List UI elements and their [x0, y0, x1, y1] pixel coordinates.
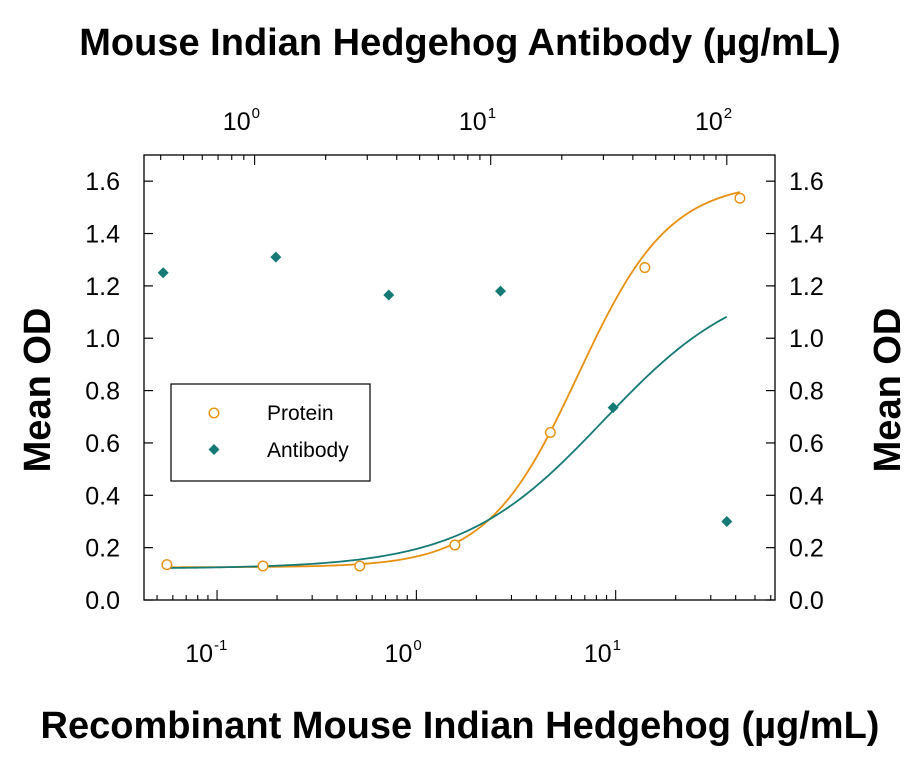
- legend-antibody-label: Antibody: [267, 439, 349, 462]
- y-tick-label-left: 0.6: [85, 430, 120, 458]
- y-tick-label-left: 1.6: [85, 168, 120, 196]
- y-tick-label-right: 0.6: [789, 430, 824, 458]
- plot-frame: [143, 154, 776, 601]
- y-tick-label-right: 0.8: [789, 378, 824, 406]
- x-bottom-tick-label: 10 0: [385, 637, 422, 668]
- antibody-fit-curve: [163, 315, 728, 569]
- antibody-point: [721, 515, 733, 527]
- antibody-point: [270, 251, 282, 263]
- y-tick-label-left: 0.0: [85, 587, 120, 615]
- protein-point: [544, 426, 556, 438]
- protein-point: [257, 560, 269, 572]
- x-bottom-tick-base: 10: [584, 640, 612, 668]
- y-tick-label-left: 0.8: [85, 378, 120, 406]
- y-tick-label-right: 1.2: [789, 273, 824, 301]
- legend: Protein Antibody: [170, 383, 371, 482]
- protein-point: [734, 192, 746, 204]
- x-top-tick-base: 10: [459, 108, 487, 136]
- antibody-point: [157, 267, 169, 279]
- y-tick-label-left: 0.2: [85, 535, 120, 563]
- x-bottom-tick-exponent: 0: [413, 637, 421, 654]
- x-top-tick-base: 10: [223, 108, 251, 136]
- chart-y-axis-title-left: Mean OD: [17, 308, 59, 473]
- x-bottom-tick-base: 10: [185, 640, 213, 668]
- legend-protein-label: Protein: [267, 402, 334, 425]
- x-top-tick-exponent: 0: [252, 105, 260, 122]
- x-bottom-tick-exponent: 1: [613, 637, 621, 654]
- y-tick-label-left: 1.0: [85, 325, 120, 353]
- y-tick-label-left: 1.4: [85, 221, 120, 249]
- x-top-tick-label: 10 1: [459, 105, 496, 136]
- protein-point: [639, 262, 651, 274]
- antibody-point: [607, 402, 619, 414]
- x-top-tick-label: 10 0: [223, 105, 260, 136]
- x-top-tick-label: 10 2: [695, 105, 732, 136]
- protein-point: [354, 560, 366, 572]
- chart-top-axis-title: Mouse Indian Hedgehog Antibody (µg/mL): [79, 22, 840, 64]
- x-top-tick-exponent: 2: [724, 105, 732, 122]
- x-bottom-tick-exponent: -1: [214, 637, 227, 654]
- y-tick-label-left: 0.4: [85, 482, 120, 510]
- y-tick-label-right: 1.6: [789, 168, 824, 196]
- x-bottom-tick-label: 10 1: [584, 637, 621, 668]
- chart-x-axis-title: Recombinant Mouse Indian Hedgehog (µg/mL…: [41, 705, 880, 747]
- y-tick-label-right: 1.0: [789, 325, 824, 353]
- y-tick-label-right: 0.0: [789, 587, 824, 615]
- y-tick-label-right: 1.4: [789, 221, 824, 249]
- y-tick-label-left: 1.2: [85, 273, 120, 301]
- x-bottom-tick-base: 10: [385, 640, 413, 668]
- x-top-tick-exponent: 1: [488, 105, 496, 122]
- x-top-tick-base: 10: [695, 108, 723, 136]
- legend-antibody-marker: [208, 444, 220, 455]
- y-tick-label-right: 0.2: [789, 535, 824, 563]
- antibody-point: [383, 289, 395, 301]
- chart-y-axis-title-right: Mean OD: [867, 308, 909, 473]
- protein-point: [449, 539, 461, 551]
- legend-box: [170, 383, 371, 482]
- legend-protein-marker: [208, 407, 220, 419]
- antibody-point: [494, 285, 506, 297]
- y-tick-label-right: 0.4: [789, 482, 824, 510]
- protein-point: [161, 559, 173, 571]
- x-bottom-tick-label: 10 -1: [185, 637, 227, 668]
- protein-fit-curve: [166, 191, 741, 569]
